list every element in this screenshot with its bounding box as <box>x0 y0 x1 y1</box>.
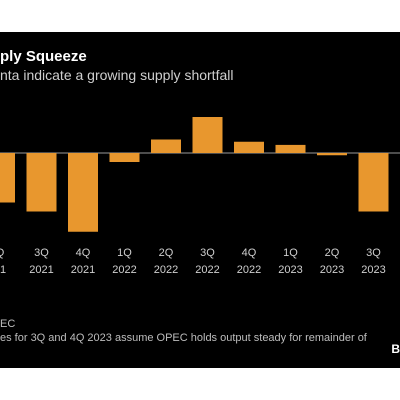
x-tick-label: 2022 <box>154 264 178 276</box>
x-tick-labels: Q 21 3Q 2021 4Q 2021 1Q 2022 2Q 2022 3Q 2022 4Q 2022 1… <box>0 247 386 276</box>
x-tick-label: 1Q <box>283 247 298 259</box>
x-tick-label: 3Q <box>34 247 49 259</box>
bar-1Q-2023 <box>275 144 306 153</box>
bar-3Q-2023 <box>358 153 389 212</box>
x-tick-label: 2021 <box>29 264 53 276</box>
x-tick-label: 21 <box>0 264 6 276</box>
bar-Q-21 <box>0 153 15 203</box>
chart-card: ply Squeeze nta indicate a growing suppl… <box>0 32 400 368</box>
x-tick-label: 4Q <box>76 247 91 259</box>
x-tick-label: 2021 <box>71 264 95 276</box>
x-tick-label: 2022 <box>195 264 219 276</box>
x-tick-label: 2023 <box>320 264 344 276</box>
brand-logo: B <box>391 342 400 356</box>
bar-3Q-2021 <box>26 153 57 212</box>
bar-2Q-2022 <box>151 139 181 153</box>
bar-4Q-2021 <box>68 153 98 232</box>
bars-layer <box>0 117 389 232</box>
bar-2Q-2023 <box>317 153 347 156</box>
bar-4Q-2022 <box>234 141 264 153</box>
bar-1Q-2022 <box>109 153 140 162</box>
footnote-note: es for 3Q and 4Q 2023 assume OPEC holds … <box>0 332 367 344</box>
x-tick-label: 4Q <box>242 247 257 259</box>
x-tick-label: 2022 <box>237 264 261 276</box>
x-tick-label: 2Q <box>159 247 174 259</box>
x-tick-label: 2Q <box>325 247 340 259</box>
x-tick-label: 2022 <box>112 264 136 276</box>
x-tick-label: 2023 <box>278 264 302 276</box>
footnote-source: EC <box>0 318 16 330</box>
x-tick-label: 3Q <box>200 247 215 259</box>
x-tick-label: 3Q <box>366 247 381 259</box>
bar-chart: Q 21 3Q 2021 4Q 2021 1Q 2022 2Q 2022 3Q 2022 4Q 2022 1… <box>0 117 400 276</box>
x-tick-label: Q <box>0 247 5 259</box>
bar-3Q-2022 <box>192 117 223 153</box>
chart-title: ply Squeeze <box>0 48 87 65</box>
chart-subtitle: nta indicate a growing supply shortfall <box>0 67 234 83</box>
x-tick-label: 1Q <box>117 247 132 259</box>
x-tick-label: 2023 <box>361 264 385 276</box>
